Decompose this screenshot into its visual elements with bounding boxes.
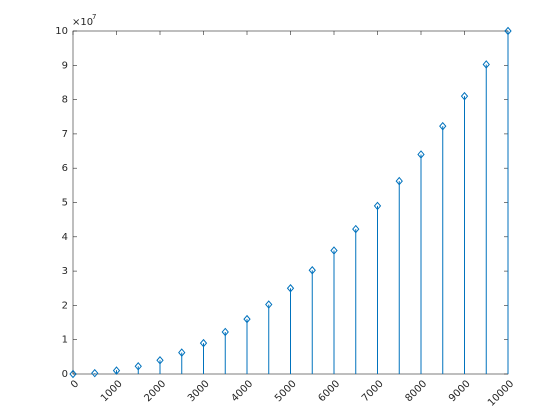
stem-marker — [308, 265, 316, 275]
y-multiplier: ×10 — [72, 17, 93, 28]
y-tick-label: 10 — [55, 26, 68, 37]
y-multiplier-exponent: 7 — [92, 13, 96, 21]
x-tick-label: 2000 — [142, 378, 168, 404]
y-tick-label: 8 — [62, 95, 68, 106]
stem-marker — [482, 60, 490, 69]
y-tick-label: 0 — [62, 369, 68, 380]
y-tick-label: 4 — [62, 232, 68, 243]
stem-marker — [504, 26, 512, 36]
y-tick-label: 9 — [62, 60, 68, 71]
x-tick-label: 0 — [69, 378, 81, 390]
x-tick-label: 10000 — [486, 378, 516, 408]
stem-marker — [199, 338, 208, 348]
x-tick-label: 1000 — [99, 378, 125, 404]
stem-marker — [178, 348, 186, 357]
stem-marker — [417, 150, 425, 159]
y-tick-label: 5 — [62, 198, 68, 209]
x-tick-label: 8000 — [403, 378, 429, 404]
y-tick-label: 2 — [62, 300, 68, 311]
stem-marker — [439, 121, 447, 131]
stem-marker — [286, 283, 295, 293]
stem-marker — [69, 369, 77, 379]
x-tick-label: 5000 — [273, 378, 299, 404]
x-tick-label: 6000 — [316, 378, 342, 404]
stem-marker — [91, 368, 99, 378]
stem-marker — [352, 224, 360, 234]
stem-marker — [112, 366, 121, 375]
x-tick-label: 4000 — [229, 378, 255, 404]
stem-marker — [330, 246, 338, 255]
stem-marker — [156, 356, 164, 365]
x-tick-label: 9000 — [447, 378, 473, 404]
x-tick-label: 7000 — [360, 378, 386, 404]
y-tick-label: 3 — [62, 266, 68, 277]
y-tick-label: 6 — [62, 163, 68, 174]
stem-marker — [221, 327, 229, 337]
y-tick-label: 1 — [62, 335, 68, 346]
stem-marker — [395, 176, 403, 186]
stem-marker — [460, 91, 469, 101]
stem-marker — [265, 300, 273, 309]
y-tick-label: 7 — [62, 129, 68, 140]
stem-marker — [134, 362, 142, 371]
x-tick-label: 3000 — [186, 378, 212, 404]
stem-marker — [243, 314, 251, 324]
stem-marker — [373, 201, 382, 211]
